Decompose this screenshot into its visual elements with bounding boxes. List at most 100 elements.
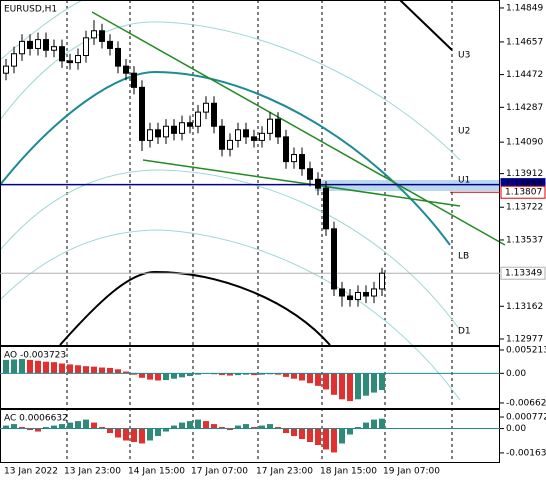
histogram-bar: [131, 428, 137, 442]
histogram-bar: [235, 373, 241, 376]
x-tick-label: 13 Jan 23:00: [64, 467, 121, 477]
histogram-bar: [363, 422, 369, 429]
histogram-bar: [275, 427, 281, 429]
candle-body: [307, 168, 313, 180]
histogram-bar: [259, 425, 265, 429]
histogram-bar: [163, 428, 169, 432]
candle-body: [275, 118, 281, 138]
candle-body: [3, 65, 9, 74]
histogram-bar: [379, 373, 385, 390]
candle-body: [203, 102, 209, 113]
histogram-bar: [259, 373, 265, 375]
candle-body: [131, 72, 137, 88]
x-tick-label: 19 Jan 07:00: [383, 467, 440, 477]
histogram-bar: [11, 424, 17, 429]
histogram-bar: [267, 424, 273, 429]
histogram-bar: [179, 422, 185, 429]
candle-body: [163, 125, 169, 138]
histogram-bar: [171, 425, 177, 429]
histogram-bar: [91, 422, 97, 429]
candle-body: [363, 291, 369, 297]
histogram-bar: [35, 360, 41, 374]
x-tick-label: 18 Jan 15:00: [320, 467, 377, 477]
x-tick-label: 14 Jan 15:00: [128, 467, 185, 477]
y-tick-label: 1.14849: [506, 3, 543, 13]
candle-body: [195, 111, 201, 127]
histogram-bar: [11, 359, 17, 374]
candle-body: [67, 60, 73, 64]
histogram-bar: [123, 371, 129, 374]
histogram-bar: [331, 428, 337, 453]
candle-body: [211, 102, 217, 127]
histogram-bar: [83, 366, 89, 374]
candle-body: [51, 46, 57, 51]
candle-body: [371, 288, 377, 297]
candle-body: [259, 132, 265, 141]
candle-body: [59, 46, 65, 62]
histogram-bar: [51, 425, 57, 429]
candle-body: [331, 228, 337, 290]
x-tick-label: 13 Jan 2022: [4, 467, 58, 477]
candle-body: [283, 136, 289, 163]
histogram-bar: [3, 359, 9, 374]
price-label: 1.13349: [505, 269, 542, 279]
histogram-bar: [27, 428, 33, 431]
histogram-bar: [251, 427, 257, 429]
y-tick-label: 1.13162: [506, 302, 543, 312]
histogram-bar: [211, 424, 217, 429]
histogram-bar: [307, 373, 313, 384]
zone: [315, 180, 500, 191]
histogram-bar: [83, 419, 89, 429]
histogram-bar: [315, 373, 321, 386]
histogram-bar: [227, 373, 233, 376]
indicator-title: AO -0.003723: [4, 351, 66, 361]
histogram-bar: [299, 373, 305, 381]
histogram-bar: [355, 373, 361, 400]
histogram-bar: [115, 369, 121, 374]
candle-body: [83, 37, 89, 57]
histogram-bar: [195, 373, 201, 375]
histogram-bar: [139, 373, 145, 378]
y-tick-label: 0.005213: [506, 346, 546, 356]
histogram-bar: [147, 428, 153, 441]
histogram-bar: [291, 373, 297, 379]
candle-body: [323, 187, 329, 230]
candle-body: [19, 40, 25, 55]
histogram-bar: [323, 373, 329, 390]
candle-body: [139, 86, 145, 141]
histogram-bar: [371, 373, 377, 393]
histogram-bar: [235, 425, 241, 429]
price-label: 1.13850: [505, 180, 542, 190]
histogram-bar: [27, 359, 33, 374]
histogram-bar: [243, 424, 249, 429]
x-tick-label: 17 Jan 07:00: [191, 467, 248, 477]
histogram-bar: [347, 373, 353, 402]
histogram-bar: [219, 373, 225, 376]
candle-body: [267, 118, 273, 134]
histogram-bar: [203, 421, 209, 429]
level-label: LB: [458, 252, 469, 262]
histogram-bar: [283, 373, 289, 377]
candle-body: [339, 288, 345, 297]
histogram-bar: [307, 428, 313, 442]
histogram-bar: [163, 373, 169, 381]
histogram-bar: [171, 373, 177, 379]
histogram-bar: [99, 367, 105, 374]
price-label-box: [500, 266, 546, 280]
histogram-bar: [339, 373, 345, 400]
histogram-bar: [123, 428, 129, 441]
histogram-bar: [355, 427, 361, 429]
candle-body: [115, 47, 121, 67]
histogram-bar: [371, 419, 377, 429]
candle-body: [179, 122, 185, 134]
candle-body: [227, 139, 233, 150]
histogram-bar: [315, 428, 321, 445]
histogram-bar: [363, 373, 369, 396]
y-tick-label: 1.13722: [506, 203, 543, 213]
y-tick-label: 1.14090: [506, 138, 543, 148]
candle-body: [107, 40, 113, 49]
candle-body: [91, 30, 97, 39]
histogram-bar: [107, 367, 113, 374]
histogram-bar: [99, 427, 105, 429]
